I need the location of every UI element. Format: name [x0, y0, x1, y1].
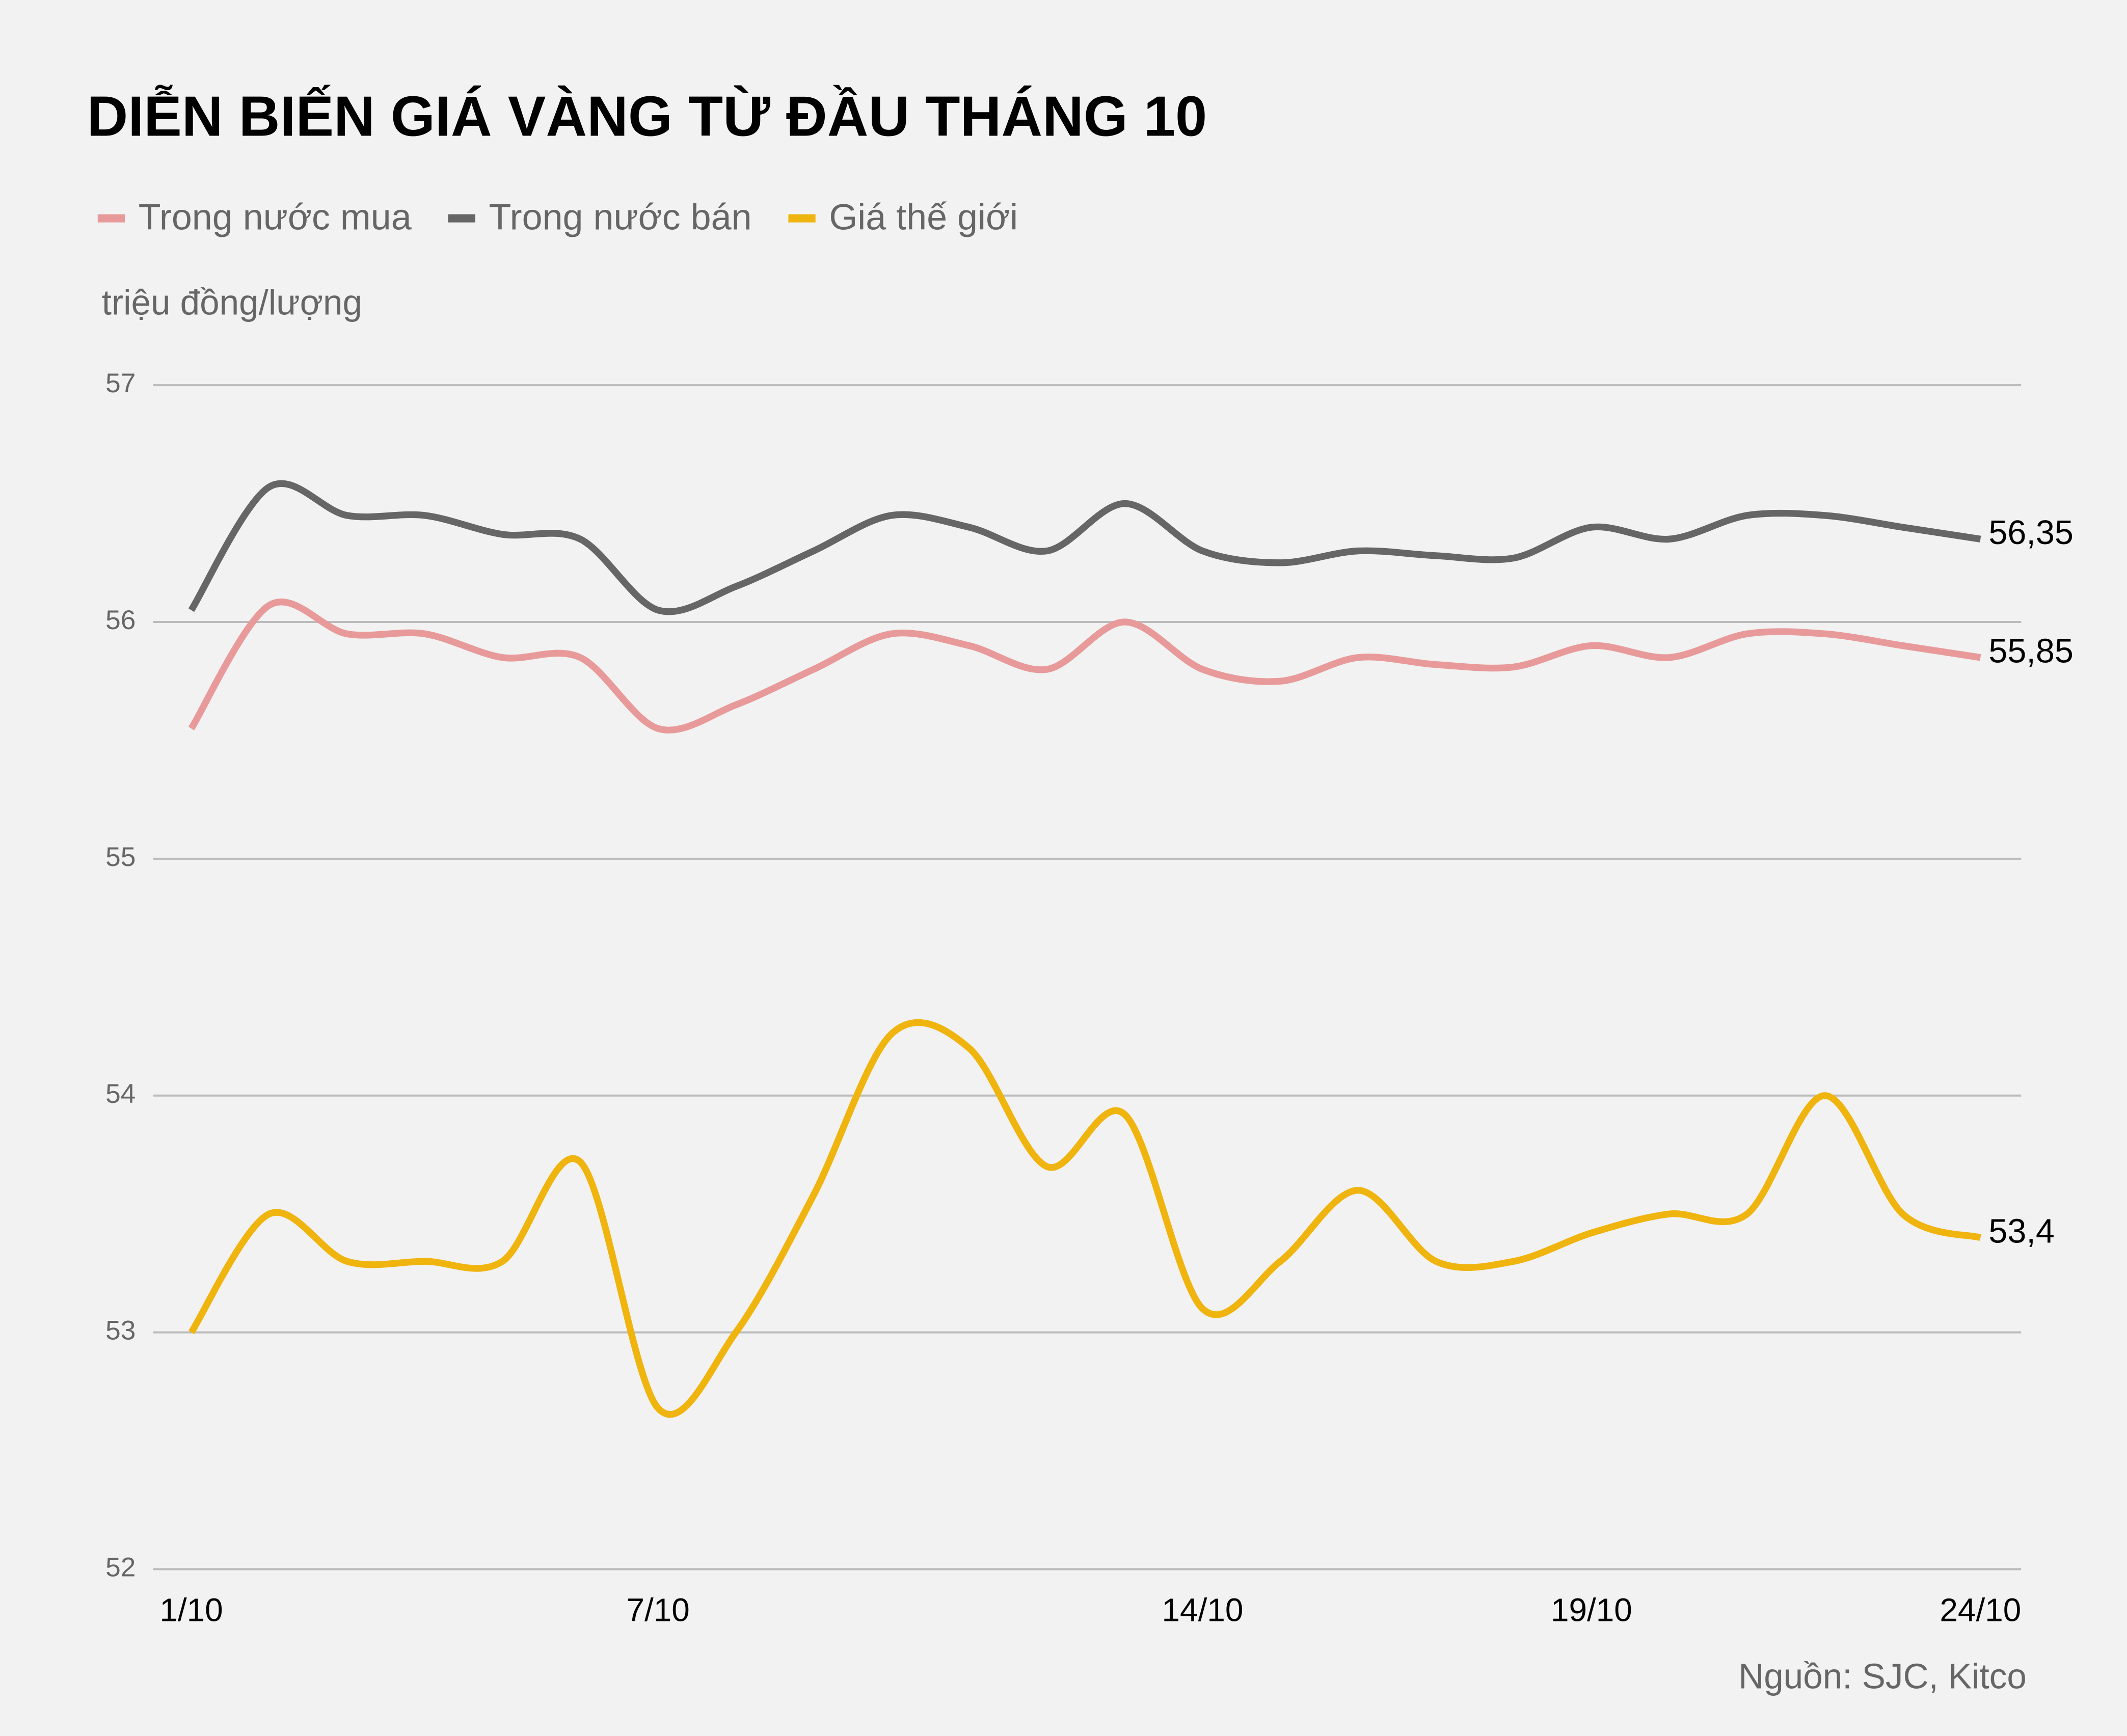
legend-label: Trong nước bán: [489, 197, 751, 237]
y-tick-label: 54: [105, 1079, 136, 1109]
line-series: [188, 1019, 1982, 1418]
line-series: [188, 480, 1981, 615]
chart-title: DIỄN BIẾN GIÁ VÀNG TỪ ĐẦU THÁNG 10: [87, 84, 1207, 148]
x-tick-label: 1/10: [159, 1592, 223, 1629]
value-label: 56,35: [1988, 514, 2074, 552]
x-tick-label: 19/10: [1551, 1592, 1632, 1629]
y-tick-label: 52: [105, 1553, 136, 1583]
y-tick-label: 53: [105, 1316, 136, 1346]
x-tick-label: 14/10: [1162, 1592, 1244, 1629]
legend-label: Giá thế giới: [829, 197, 1018, 237]
x-tick-label: 24/10: [1940, 1592, 2021, 1629]
value-label: 53,4: [1988, 1212, 2055, 1250]
legend-label: Trong nước mua: [139, 197, 412, 237]
y-axis-label: triệu đồng/lượng: [102, 282, 362, 322]
x-tick-label: 7/10: [626, 1592, 689, 1629]
value-label: 55,85: [1988, 632, 2074, 670]
source: Nguồn: SJC, Kitco: [1738, 1656, 2027, 1696]
line-series: [188, 599, 1981, 734]
y-tick-label: 57: [105, 368, 136, 398]
y-tick-label: 56: [105, 605, 136, 635]
y-tick-label: 55: [105, 842, 136, 872]
